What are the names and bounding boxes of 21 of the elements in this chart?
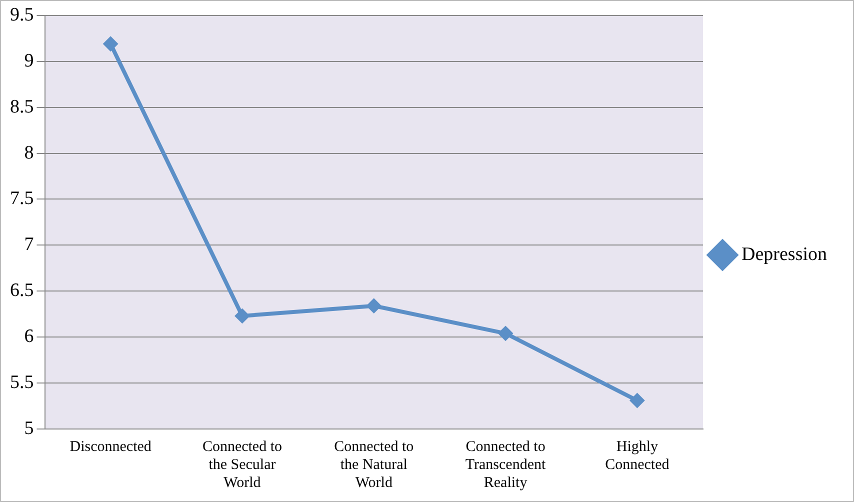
x-tick-label: Connected to the Secular World (202, 438, 282, 491)
point (630, 393, 645, 408)
y-tick-label: 9.5 (10, 4, 34, 26)
point (234, 308, 250, 324)
y-tick-label: 8.5 (10, 96, 34, 118)
x-tick-label: Connected to the Natural World (334, 438, 414, 491)
y-tick-label: 6 (24, 326, 34, 348)
point (366, 298, 382, 314)
x-tick-label: Disconnected (70, 438, 152, 455)
y-tick-label: 9 (24, 50, 34, 72)
y-tick-label: 8 (24, 142, 34, 164)
x-tick-label: Highly Connected (605, 438, 670, 473)
point (498, 326, 514, 341)
legend-label: Depression (742, 244, 828, 265)
y-tick-label: 5.5 (10, 372, 34, 394)
x-tick-label: Connected to Transcendent Reality (465, 438, 546, 491)
y-tick-label: 5 (24, 418, 34, 439)
point (103, 36, 118, 52)
y-tick-label: 7 (24, 234, 34, 256)
y-tick-label: 6.5 (10, 280, 34, 302)
y-tick-label: 7.5 (10, 188, 34, 210)
